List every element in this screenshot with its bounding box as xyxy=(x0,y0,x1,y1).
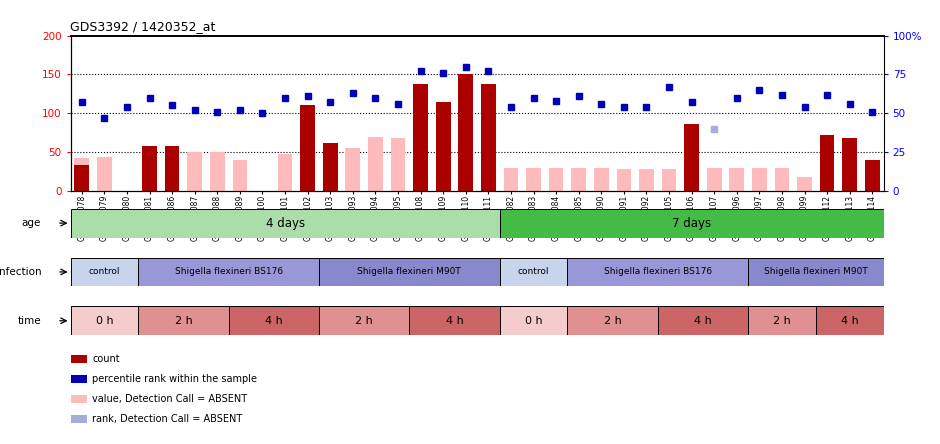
Bar xyxy=(526,168,540,191)
Bar xyxy=(459,75,473,191)
Text: Shigella flexineri BS176: Shigella flexineri BS176 xyxy=(175,267,283,277)
Text: 2 h: 2 h xyxy=(603,316,621,326)
Text: control: control xyxy=(518,267,549,277)
Bar xyxy=(500,209,884,238)
Bar xyxy=(820,135,835,191)
Bar xyxy=(662,169,677,191)
Bar xyxy=(319,258,500,286)
Bar xyxy=(748,258,884,286)
Text: GDS3392 / 1420352_at: GDS3392 / 1420352_at xyxy=(70,20,216,33)
Text: 4 h: 4 h xyxy=(265,316,283,326)
Bar xyxy=(594,168,608,191)
Bar xyxy=(142,146,157,191)
Bar xyxy=(842,138,857,191)
Text: count: count xyxy=(92,354,119,364)
Text: 2 h: 2 h xyxy=(355,316,373,326)
Bar xyxy=(74,165,89,191)
Bar xyxy=(138,258,319,286)
Bar xyxy=(775,168,790,191)
Text: value, Detection Call = ABSENT: value, Detection Call = ABSENT xyxy=(92,394,247,404)
Bar xyxy=(568,258,748,286)
Text: time: time xyxy=(18,316,41,326)
Text: Shigella flexineri M90T: Shigella flexineri M90T xyxy=(357,267,462,277)
Text: control: control xyxy=(88,267,120,277)
Bar xyxy=(277,154,292,191)
Bar xyxy=(323,143,337,191)
Bar xyxy=(549,168,563,191)
Bar xyxy=(138,306,228,335)
Bar xyxy=(232,160,247,191)
Bar xyxy=(500,258,568,286)
Bar xyxy=(658,306,748,335)
Bar xyxy=(319,306,409,335)
Bar xyxy=(70,258,138,286)
Text: percentile rank within the sample: percentile rank within the sample xyxy=(92,374,258,384)
Bar xyxy=(572,168,586,191)
Bar xyxy=(300,106,315,191)
Bar xyxy=(707,168,722,191)
Bar xyxy=(639,169,654,191)
Bar xyxy=(74,159,89,191)
Bar xyxy=(228,306,319,335)
Bar xyxy=(70,209,500,238)
Text: 2 h: 2 h xyxy=(773,316,791,326)
Bar xyxy=(504,168,518,191)
Bar xyxy=(816,306,884,335)
Text: 7 days: 7 days xyxy=(672,217,712,230)
Bar xyxy=(409,306,500,335)
Text: infection: infection xyxy=(0,267,41,277)
Text: 4 days: 4 days xyxy=(265,217,305,230)
Bar xyxy=(368,137,383,191)
Bar xyxy=(187,152,202,191)
Bar xyxy=(210,152,225,191)
Text: Shigella flexineri M90T: Shigella flexineri M90T xyxy=(764,267,868,277)
Bar xyxy=(797,177,812,191)
Bar xyxy=(97,157,112,191)
Bar xyxy=(70,306,138,335)
Bar xyxy=(414,84,428,191)
Text: 4 h: 4 h xyxy=(694,316,712,326)
Text: rank, Detection Call = ABSENT: rank, Detection Call = ABSENT xyxy=(92,414,243,424)
Text: 0 h: 0 h xyxy=(96,316,113,326)
Text: 4 h: 4 h xyxy=(841,316,858,326)
Text: age: age xyxy=(22,218,41,228)
Bar xyxy=(865,160,880,191)
Bar xyxy=(500,306,568,335)
Bar xyxy=(481,84,495,191)
Bar xyxy=(684,124,699,191)
Bar xyxy=(748,306,816,335)
Bar xyxy=(391,138,405,191)
Bar xyxy=(752,168,767,191)
Bar xyxy=(568,306,658,335)
Text: 0 h: 0 h xyxy=(525,316,542,326)
Bar xyxy=(617,169,631,191)
Bar xyxy=(346,148,360,191)
Bar xyxy=(729,168,744,191)
Bar xyxy=(164,146,180,191)
Text: 4 h: 4 h xyxy=(446,316,463,326)
Text: 2 h: 2 h xyxy=(175,316,193,326)
Text: Shigella flexineri BS176: Shigella flexineri BS176 xyxy=(603,267,712,277)
Bar xyxy=(436,102,450,191)
